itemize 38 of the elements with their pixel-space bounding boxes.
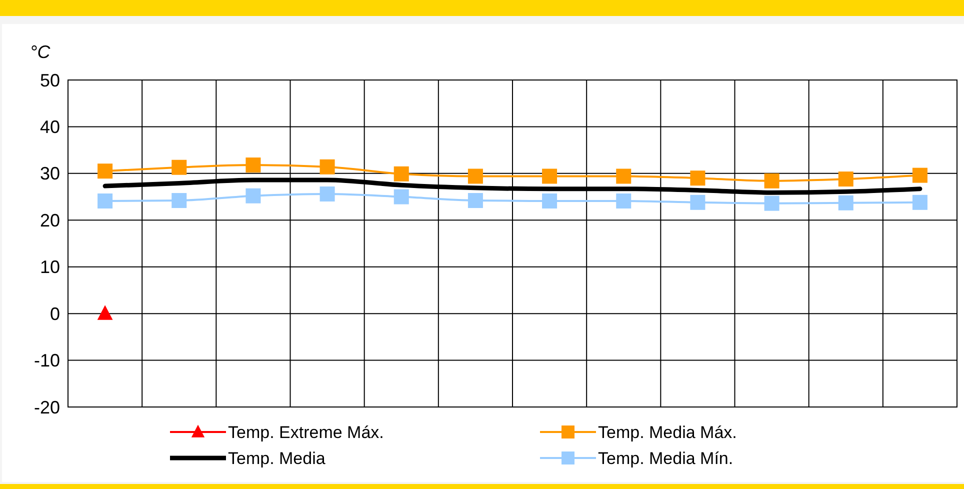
point xyxy=(394,166,409,182)
point xyxy=(764,196,780,211)
y-tick-label: 50 xyxy=(40,70,60,90)
point xyxy=(394,189,409,204)
y-axis-title: °C xyxy=(30,42,52,62)
legend-label: Temp. Extreme Máx. xyxy=(228,422,384,442)
point xyxy=(690,170,706,186)
point xyxy=(172,160,187,175)
legend-label: Temp. Media xyxy=(228,448,326,468)
point xyxy=(246,188,261,204)
point xyxy=(542,168,558,184)
point xyxy=(690,194,706,210)
point xyxy=(320,159,335,174)
y-tick-label: 0 xyxy=(50,304,60,324)
y-tick-label: 30 xyxy=(40,164,60,184)
legend-label: Temp. Media Mín. xyxy=(598,448,734,468)
y-tick-label: 10 xyxy=(40,257,60,278)
y-tick-label: 40 xyxy=(40,117,60,138)
point xyxy=(912,194,928,210)
point xyxy=(172,193,187,208)
point xyxy=(542,193,558,208)
point xyxy=(97,305,113,320)
point xyxy=(912,168,928,183)
point xyxy=(764,173,780,188)
point xyxy=(98,193,113,208)
point xyxy=(468,168,483,184)
point xyxy=(98,164,113,179)
point xyxy=(468,193,483,208)
point xyxy=(838,172,854,187)
y-tick-label: -10 xyxy=(34,350,60,371)
legend-label: Temp. Media Máx. xyxy=(598,422,737,442)
point xyxy=(246,158,261,173)
point xyxy=(616,193,632,208)
y-tick-label: -20 xyxy=(34,397,60,418)
point xyxy=(320,186,335,202)
y-tick-label: 20 xyxy=(40,210,60,230)
point xyxy=(838,195,854,210)
point xyxy=(616,168,632,184)
